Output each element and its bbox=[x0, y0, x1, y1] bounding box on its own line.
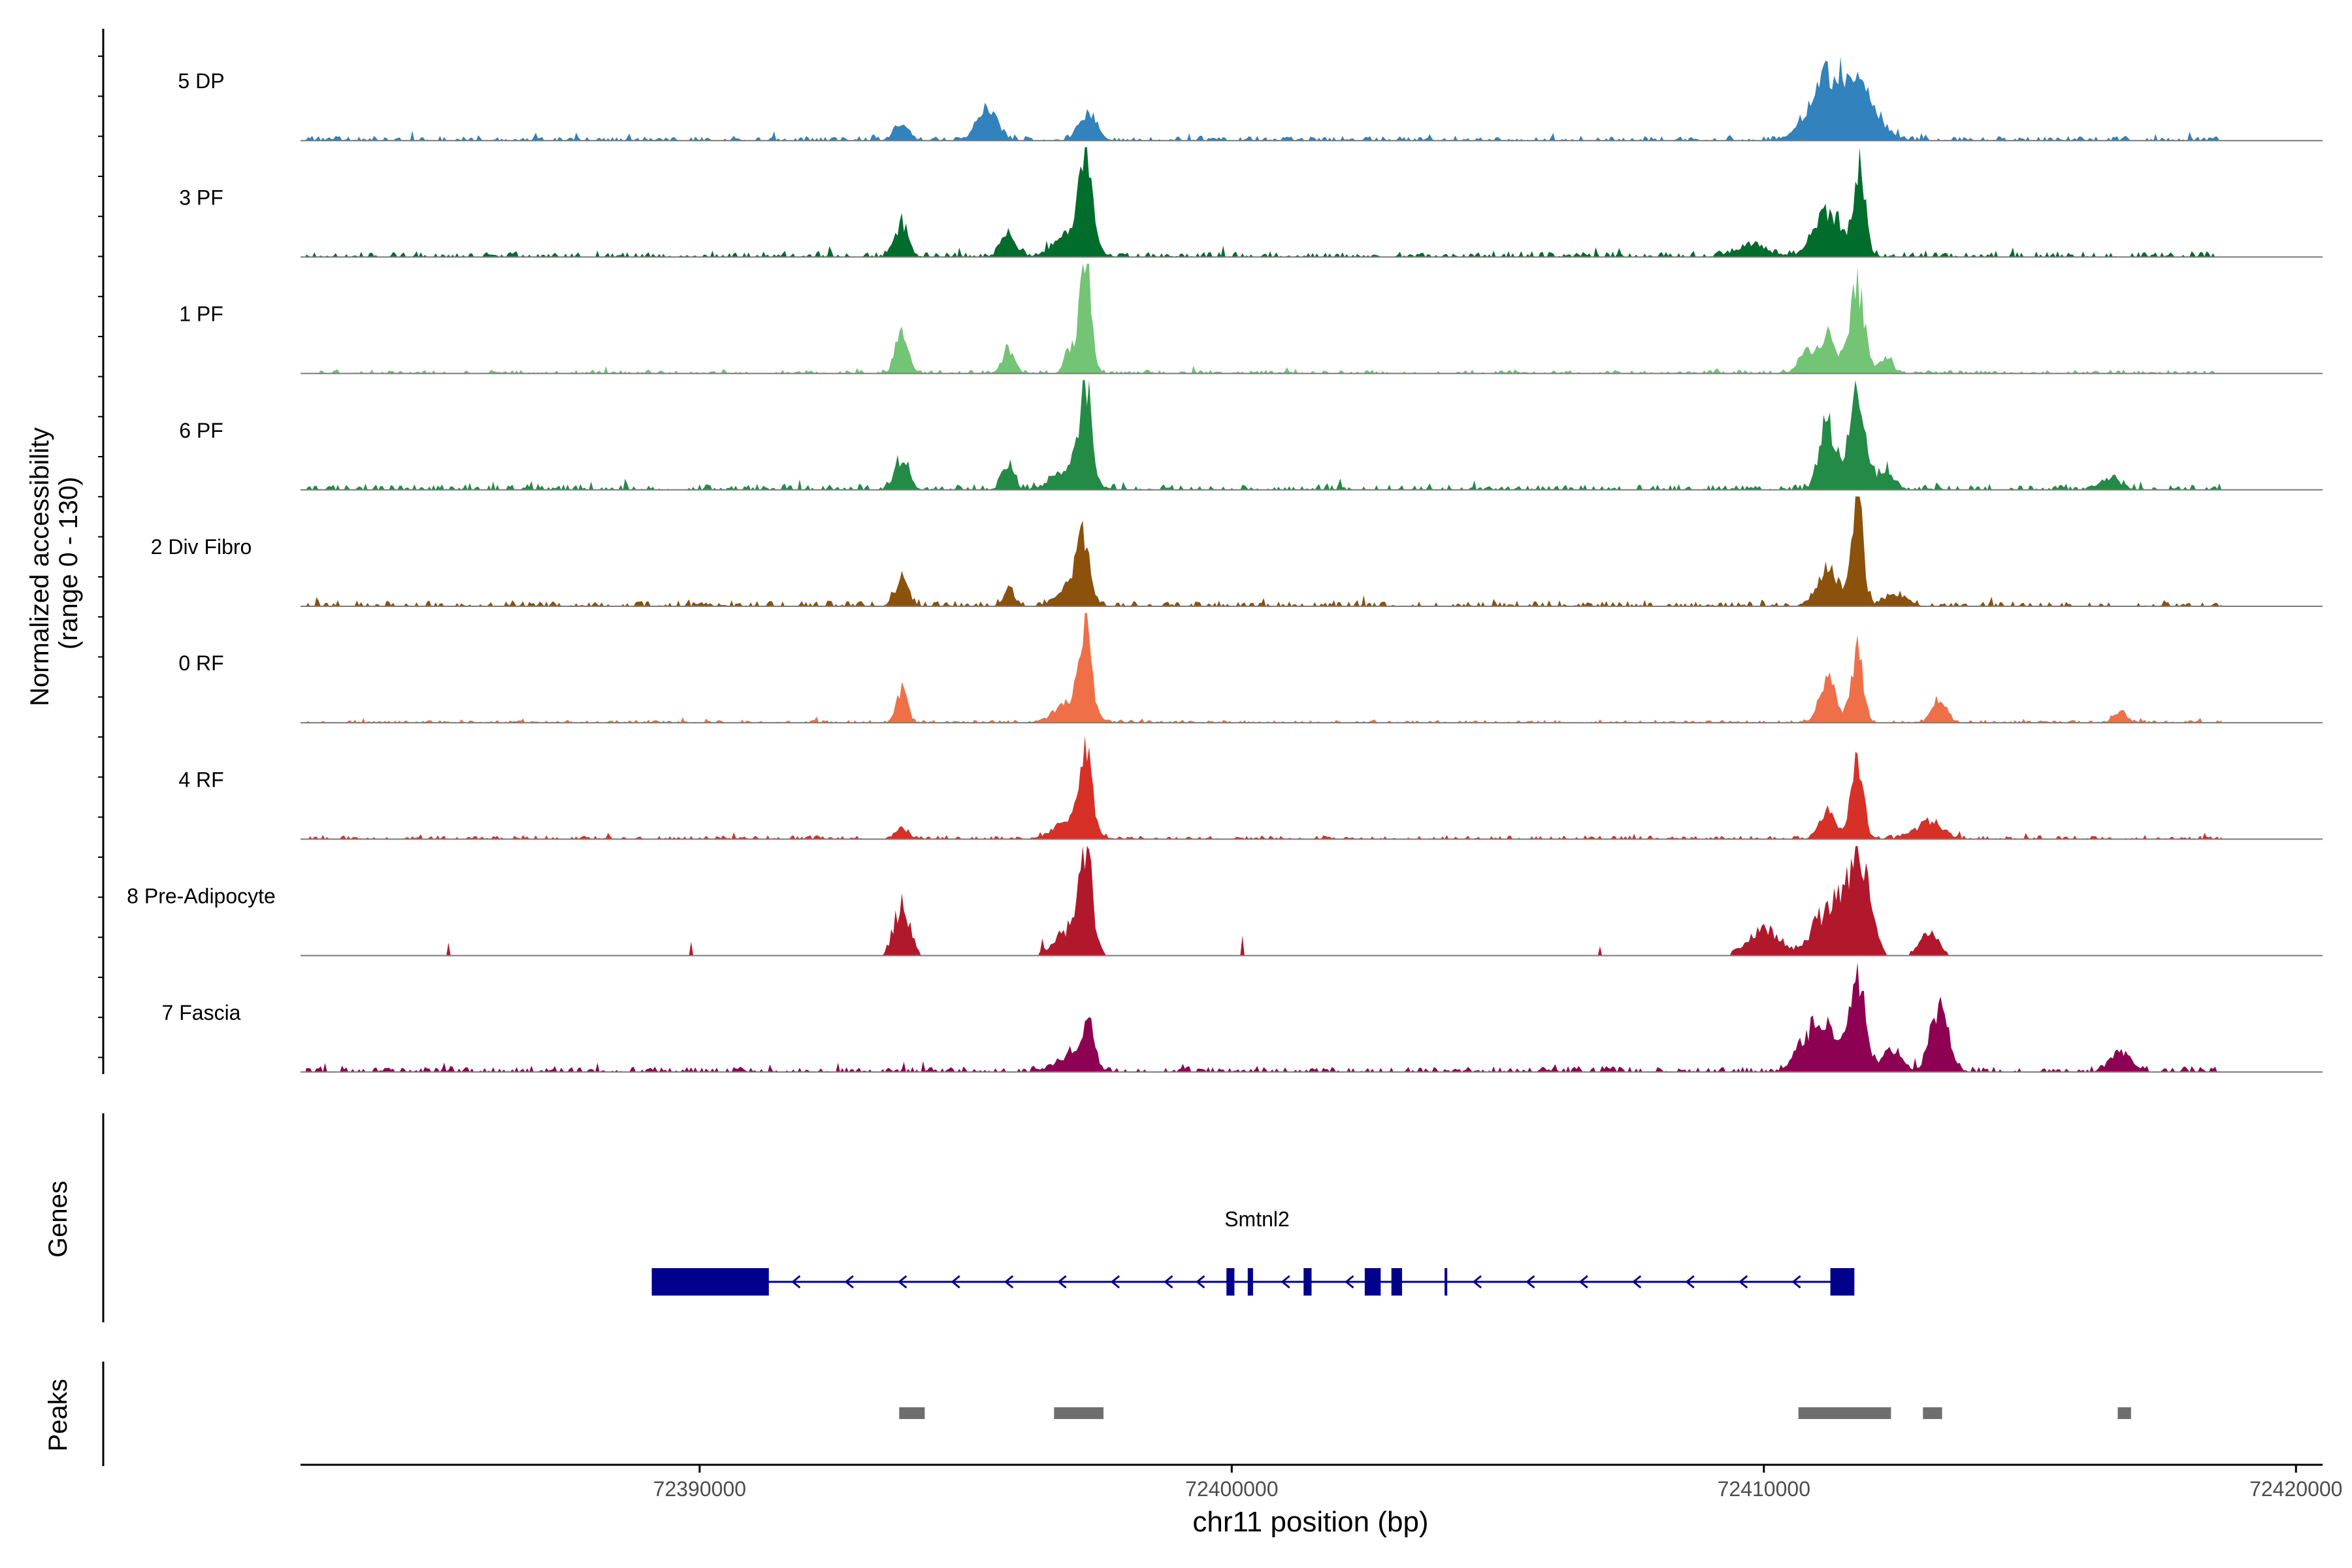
strand-chevron bbox=[1738, 1275, 1748, 1289]
genes-track-label: Genes bbox=[44, 1181, 73, 1258]
peak-region bbox=[899, 1407, 925, 1419]
y-axis-title-line2: (range 0 - 130) bbox=[54, 477, 83, 650]
x-tick-label: 72390000 bbox=[653, 1477, 746, 1501]
peak-region bbox=[1054, 1407, 1103, 1419]
strand-chevron bbox=[897, 1275, 907, 1289]
x-tick-label: 72410000 bbox=[1718, 1477, 1810, 1501]
strand-chevron bbox=[1685, 1275, 1695, 1289]
peaks-track-label: Peaks bbox=[44, 1379, 73, 1451]
gene-exon bbox=[1247, 1268, 1253, 1296]
gene-exon bbox=[1445, 1268, 1448, 1296]
strand-chevron bbox=[1281, 1275, 1290, 1289]
track-label: 4 RF bbox=[178, 768, 223, 791]
x-tick-label: 72400000 bbox=[1185, 1477, 1278, 1501]
strand-chevron bbox=[1196, 1275, 1205, 1289]
track-label: 2 Div Fibro bbox=[151, 535, 252, 559]
track-label: 7 Fascia bbox=[162, 1001, 241, 1024]
strand-chevron bbox=[1631, 1275, 1642, 1289]
track-label: 1 PF bbox=[179, 302, 223, 326]
track-label: 0 RF bbox=[178, 651, 223, 675]
coverage-area-3 bbox=[306, 263, 2222, 374]
peak-region bbox=[1798, 1407, 1891, 1419]
strand-chevron bbox=[1791, 1275, 1801, 1289]
strand-chevron bbox=[1578, 1275, 1588, 1289]
coverage-y-axis bbox=[98, 29, 105, 1074]
track-label: 6 PF bbox=[179, 419, 223, 442]
track-label: 5 DP bbox=[178, 69, 224, 93]
x-axis-title: chr11 position (bp) bbox=[1192, 1506, 1428, 1538]
peaks-track bbox=[102, 1362, 2131, 1466]
coverage-area-4 bbox=[306, 380, 2222, 490]
track-label: 3 PF bbox=[179, 186, 223, 209]
y-axis-title: Normalized accessibility (range 0 - 130) bbox=[25, 420, 83, 706]
gene-exon bbox=[1391, 1268, 1402, 1296]
x-axis: 72390000 72400000 72410000 72420000 bbox=[301, 1463, 2342, 1501]
strand-chevron bbox=[1110, 1275, 1120, 1289]
gene-exon bbox=[1303, 1268, 1312, 1296]
gene-exon bbox=[1226, 1268, 1235, 1296]
strand-chevron bbox=[1345, 1275, 1354, 1289]
coverage-tracks: 5 DP 3 PF 1 PF 6 PF 2 Div Fibro 0 RF 4 RF 8 Pre… bbox=[127, 56, 2323, 1073]
x-tick-label: 72420000 bbox=[2249, 1477, 2342, 1501]
strand-chevron bbox=[791, 1275, 801, 1289]
gene-exon bbox=[651, 1268, 769, 1296]
strand-chevron bbox=[1164, 1275, 1173, 1289]
peak-region bbox=[1923, 1407, 1942, 1419]
gene-name-label: Smtnl2 bbox=[1224, 1207, 1290, 1231]
coverage-area-1 bbox=[306, 56, 2222, 141]
y-axis-title-line1: Normalized accessibility bbox=[25, 427, 54, 706]
strand-chevron bbox=[1004, 1275, 1014, 1289]
coverage-area-2 bbox=[306, 147, 2222, 257]
peak-region bbox=[2117, 1407, 2131, 1419]
strand-chevron bbox=[1472, 1275, 1482, 1289]
strand-chevron bbox=[1057, 1275, 1067, 1289]
coverage-area-6 bbox=[306, 613, 2222, 723]
strand-chevron bbox=[1526, 1275, 1535, 1289]
coverage-area-8 bbox=[306, 845, 2222, 956]
strand-chevron bbox=[844, 1275, 854, 1289]
coverage-area-7 bbox=[306, 736, 2222, 840]
coverage-area-9 bbox=[306, 962, 2222, 1072]
coverage-area-5 bbox=[306, 497, 2222, 606]
gene-exon bbox=[1830, 1268, 1855, 1296]
strand-chevron bbox=[951, 1275, 960, 1289]
gene-exon bbox=[1364, 1268, 1381, 1296]
gene-annotation-track bbox=[102, 1113, 1855, 1322]
track-label: 8 Pre-Adipocyte bbox=[127, 885, 276, 908]
